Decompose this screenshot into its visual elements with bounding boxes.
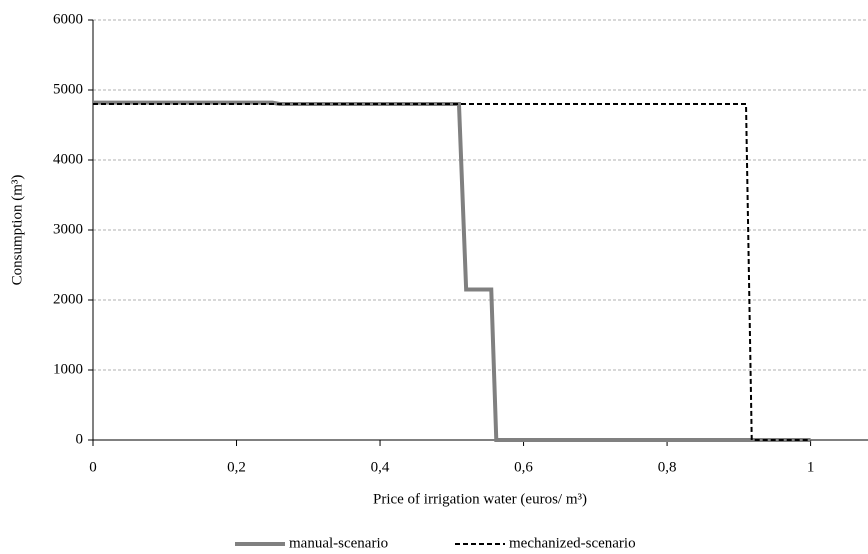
series-line [93, 100, 811, 442]
y-axis-label: Consumption (m³) [9, 175, 25, 286]
y-tick-label: 3000 [53, 221, 83, 237]
y-tick-label: 4000 [53, 151, 83, 167]
y-tick-label: 1000 [53, 361, 83, 377]
y-tick-label: 5000 [53, 81, 83, 97]
x-tick-label: 0,6 [514, 459, 533, 475]
x-axis-label: Price of irrigation water (euros/ m³) [373, 491, 587, 507]
x-tick-label: 0 [89, 459, 97, 475]
y-tick-label: 6000 [53, 11, 83, 27]
legend-label: manual-scenario [289, 535, 388, 551]
x-tick-label: 1 [807, 459, 815, 475]
series-line [93, 103, 811, 441]
y-tick-label: 0 [76, 431, 84, 447]
x-tick-label: 0,2 [227, 459, 246, 475]
x-tick-label: 0,4 [371, 459, 390, 475]
x-tick-label: 0,8 [658, 459, 677, 475]
legend-label: mechanized-scenario [509, 535, 636, 551]
y-tick-label: 2000 [53, 291, 83, 307]
